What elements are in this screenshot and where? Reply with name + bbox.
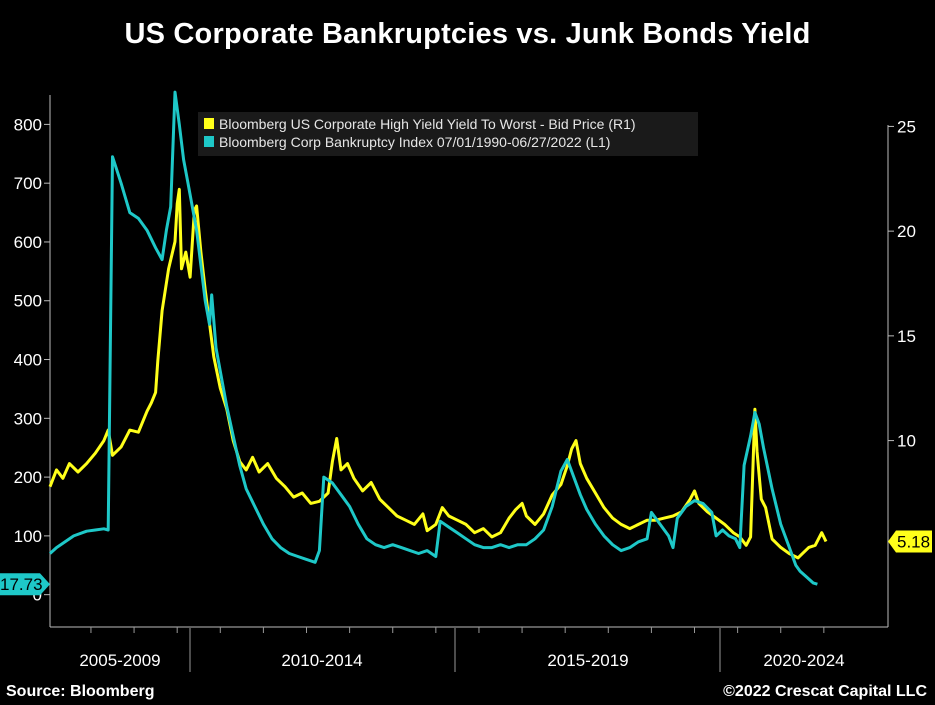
x-category-label: 2010-2014 — [281, 651, 362, 670]
legend-background — [198, 112, 698, 156]
right-tick-label: 25 — [897, 117, 916, 136]
right-last-value-flag — [888, 530, 932, 553]
right-axis-ticks: 10 15 20 25 — [888, 117, 916, 451]
copyright-note: ©2022 Crescat Capital LLC — [723, 683, 927, 700]
legend: Bloomberg US Corporate High Yield Yield … — [198, 112, 698, 156]
left-last-value-marker: 17.73 — [0, 573, 50, 596]
legend-swatch-bankruptcy — [204, 136, 214, 147]
x-category-label: 2005-2009 — [79, 651, 160, 670]
right-last-value-marker: 5.18 — [888, 530, 932, 553]
series-line-high-yield — [48, 187, 828, 560]
legend-entry: Bloomberg Corp Bankruptcy Index 07/01/19… — [219, 134, 610, 150]
chart-title: US Corporate Bankruptcies vs. Junk Bonds… — [124, 18, 811, 50]
left-last-value-label: 17.73 — [0, 575, 43, 594]
x-category-label: 2020-2024 — [763, 651, 844, 670]
x-axis-ticks — [90, 627, 825, 633]
right-tick-label: 15 — [897, 327, 916, 346]
legend-entry: Bloomberg US Corporate High Yield Yield … — [219, 116, 636, 132]
left-last-value-flag — [0, 573, 50, 596]
left-tick-label: 800 — [14, 115, 42, 134]
right-last-value-label: 5.18 — [897, 533, 930, 552]
left-axis-ticks: 0100200300400500600700800 — [14, 115, 50, 605]
left-tick-label: 100 — [14, 527, 42, 546]
left-tick-label: 700 — [14, 174, 42, 193]
right-tick-label: 10 — [897, 432, 916, 451]
legend-swatch-yield — [204, 118, 214, 129]
left-tick-label: 500 — [14, 292, 42, 311]
left-tick-label: 200 — [14, 468, 42, 487]
left-tick-label: 400 — [14, 351, 42, 370]
x-category-label: 2015-2019 — [547, 651, 628, 670]
series-lines — [48, 90, 828, 586]
left-tick-label: 600 — [14, 233, 42, 252]
series-line-bankruptcy-index — [48, 90, 818, 586]
source-note: Source: Bloomberg — [6, 683, 155, 700]
left-tick-label: 300 — [14, 409, 42, 428]
right-tick-label: 20 — [897, 222, 916, 241]
